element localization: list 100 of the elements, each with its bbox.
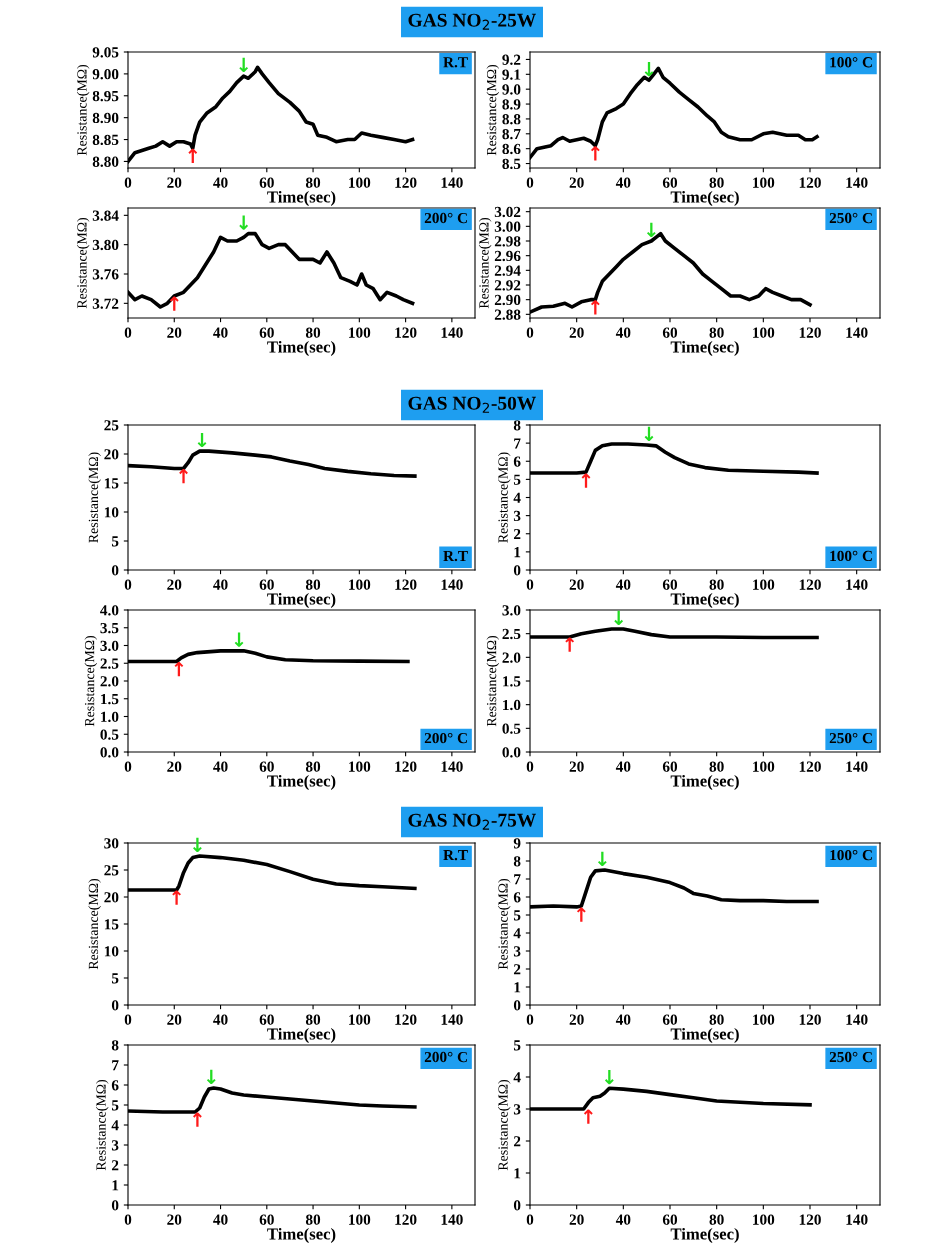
x-tick-label: 60: [662, 177, 678, 188]
x-tick-label: 0: [526, 579, 534, 590]
y-tick-label: 10: [104, 946, 119, 957]
x-tick-label: 100: [349, 177, 371, 188]
x-tick-label: 120: [395, 1014, 417, 1025]
x-tick-label: 100: [349, 579, 371, 590]
y-axis-title: Resistance(MΩ): [497, 1079, 511, 1171]
y-axis-title: Resistance(MΩ): [76, 217, 90, 309]
annotation: ↓: [239, 215, 249, 230]
x-tick-label: 140: [846, 177, 868, 188]
x-tick-label: 20: [167, 761, 182, 772]
x-tick-label: 80: [305, 327, 321, 338]
annotation: R.T: [443, 57, 468, 68]
y-axis-title: Resistance(MΩ): [88, 878, 101, 970]
y-tick-label: 8.90: [92, 112, 119, 124]
annotation: 250° C: [829, 1051, 872, 1063]
x-tick-label: 80: [305, 1014, 321, 1025]
x-tick-label: 80: [305, 761, 321, 772]
y-tick-label: 1.5: [503, 676, 521, 687]
chart-title: GAS NO$_{2}$-25W: [408, 13, 536, 30]
y-tick-label: 3: [111, 1140, 119, 1151]
annotation: ↑: [581, 473, 591, 488]
annotation: ↑: [169, 296, 179, 311]
y-tick-label: 4: [513, 1072, 521, 1083]
y-tick-label: 1: [514, 1168, 521, 1179]
annotation: ↓: [239, 57, 249, 73]
annotation: ↑: [590, 146, 600, 161]
y-tick-label: 8.6: [502, 143, 521, 155]
x-tick-label: 80: [709, 1014, 724, 1025]
annotation: ↓: [206, 1069, 216, 1085]
x-axis-title: Time(sec): [267, 340, 336, 356]
y-tick-label: 7: [514, 874, 521, 885]
x-tick-label: 60: [259, 327, 274, 338]
x-tick-label: 140: [441, 1014, 463, 1025]
y-tick-label: 8.80: [92, 156, 119, 167]
y-tick-label: 1.0: [101, 711, 119, 723]
y-tick-label: 3.72: [92, 298, 119, 309]
annotation: ↓: [614, 610, 624, 625]
y-tick-label: 1: [514, 982, 521, 993]
y-tick-label: 2.0: [502, 652, 521, 663]
y-tick-label: 3.02: [494, 206, 521, 218]
x-tick-label: 60: [259, 177, 274, 188]
y-tick-label: 15: [104, 478, 119, 489]
x-tick-label: 100: [753, 327, 775, 338]
annotation: 100° C: [830, 849, 872, 861]
x-tick-label: 140: [846, 761, 868, 772]
annotation: ↑: [590, 300, 600, 315]
y-tick-label: 0: [513, 565, 521, 576]
y-tick-label: 3.84: [92, 210, 119, 221]
y-tick-label: 3.76: [92, 269, 119, 280]
x-tick-label: 140: [846, 1014, 868, 1025]
x-tick-label: 100: [753, 1214, 775, 1225]
y-tick-label: 6: [513, 456, 521, 467]
y-tick-label: 10: [104, 507, 119, 518]
x-tick-label: 60: [259, 1014, 274, 1025]
x-tick-label: 20: [569, 1014, 584, 1025]
y-tick-label: 8.8: [502, 114, 521, 125]
y-tick-label: 25: [104, 420, 119, 431]
x-tick-label: 80: [305, 579, 321, 590]
y-tick-label: 2: [111, 1160, 119, 1171]
x-tick-label: 40: [615, 327, 631, 338]
x-axis-title: Time(sec): [670, 340, 739, 356]
x-tick-label: 20: [569, 327, 584, 338]
x-axis-title: Time(sec): [267, 774, 336, 790]
x-tick-label: 20: [167, 327, 182, 338]
y-tick-label: 3.0: [502, 605, 521, 616]
x-tick-label: 140: [441, 327, 463, 338]
x-tick-label: 20: [167, 1014, 182, 1025]
x-tick-label: 40: [213, 579, 228, 590]
y-tick-label: 20: [104, 449, 119, 460]
y-tick-label: 6: [513, 892, 521, 903]
x-tick-label: 0: [526, 1014, 534, 1025]
x-tick-label: 80: [305, 177, 321, 188]
y-tick-label: 2.96: [494, 250, 521, 262]
y-tick-label: 4: [111, 1120, 119, 1131]
y-tick-label: 9.00: [92, 69, 119, 80]
x-tick-label: 60: [259, 579, 274, 590]
x-tick-label: 20: [167, 1214, 182, 1225]
y-tick-label: 25: [104, 865, 119, 876]
x-tick-label: 120: [395, 761, 417, 772]
annotation: ↓: [604, 1069, 614, 1085]
y-tick-label: 1.5: [101, 693, 119, 705]
annotation: 200° C: [424, 1051, 467, 1063]
y-axis-title: Resistance(MΩ): [88, 452, 101, 543]
annotation: ↑: [172, 890, 181, 905]
x-tick-label: 20: [569, 1214, 584, 1225]
y-tick-label: 3: [513, 510, 521, 522]
x-tick-label: 140: [846, 327, 868, 338]
annotation: ↑: [179, 469, 188, 484]
x-tick-label: 140: [441, 1214, 463, 1225]
annotation: ↑: [174, 662, 184, 677]
x-tick-label: 100: [349, 327, 371, 338]
y-tick-label: 20: [104, 892, 119, 903]
x-tick-label: 100: [349, 1014, 371, 1025]
y-tick-label: 7: [112, 1060, 119, 1071]
x-tick-label: 100: [753, 177, 775, 188]
x-tick-label: 20: [167, 177, 182, 188]
x-tick-label: 0: [526, 177, 534, 188]
x-tick-label: 80: [709, 761, 724, 772]
x-tick-label: 140: [846, 1214, 868, 1225]
